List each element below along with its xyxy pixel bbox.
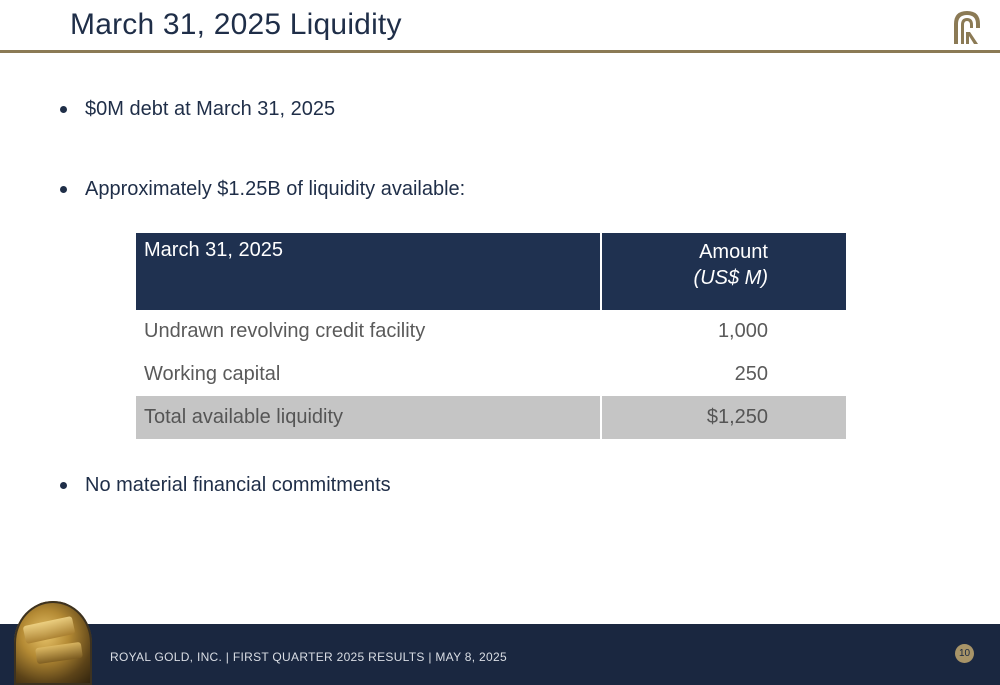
row-label: Undrawn revolving credit facility xyxy=(144,320,426,342)
table-header-row: March 31, 2025 Amount (US$ M) xyxy=(136,233,846,310)
header-unit-label: (US$ M) xyxy=(693,267,768,289)
page-number-badge: 10 xyxy=(955,644,974,663)
title-divider xyxy=(0,50,1000,53)
table-row: Undrawn revolving credit facility 1,000 xyxy=(136,310,846,353)
header-date: March 31, 2025 xyxy=(136,233,602,310)
bullet-dot-icon xyxy=(60,482,67,489)
total-amount: $1,250 xyxy=(601,396,846,439)
slide-title: March 31, 2025 Liquidity xyxy=(70,8,402,41)
footer-text: ROYAL GOLD, INC. | FIRST QUARTER 2025 RE… xyxy=(110,650,507,664)
royal-gold-logo-icon xyxy=(954,11,980,44)
bullet-liquidity: Approximately $1.25B of liquidity availa… xyxy=(60,178,465,201)
table-row: Working capital 250 xyxy=(136,353,846,396)
header-amount: Amount (US$ M) xyxy=(601,233,846,310)
footer-bar: ROYAL GOLD, INC. | FIRST QUARTER 2025 RE… xyxy=(0,624,1000,685)
bullet-debt: $0M debt at March 31, 2025 xyxy=(60,98,335,121)
gold-bars-image xyxy=(14,601,92,685)
bullet-text: No material financial commitments xyxy=(85,474,391,496)
table-total-row: Total available liquidity $1,250 xyxy=(136,396,846,439)
total-label: Total available liquidity xyxy=(136,396,602,439)
liquidity-table: March 31, 2025 Amount (US$ M) Undrawn re… xyxy=(136,233,846,439)
bullet-dot-icon xyxy=(60,186,67,193)
header-amount-label: Amount xyxy=(699,241,768,263)
bullet-text: $0M debt at March 31, 2025 xyxy=(85,98,336,120)
row-amount: 250 xyxy=(734,363,768,385)
bullet-dot-icon xyxy=(60,106,67,113)
bullet-text: Approximately $1.25B of liquidity availa… xyxy=(85,178,466,200)
row-amount: 1,000 xyxy=(717,320,768,342)
bullet-commitments: No material financial commitments xyxy=(60,474,391,497)
row-label: Working capital xyxy=(144,363,281,385)
